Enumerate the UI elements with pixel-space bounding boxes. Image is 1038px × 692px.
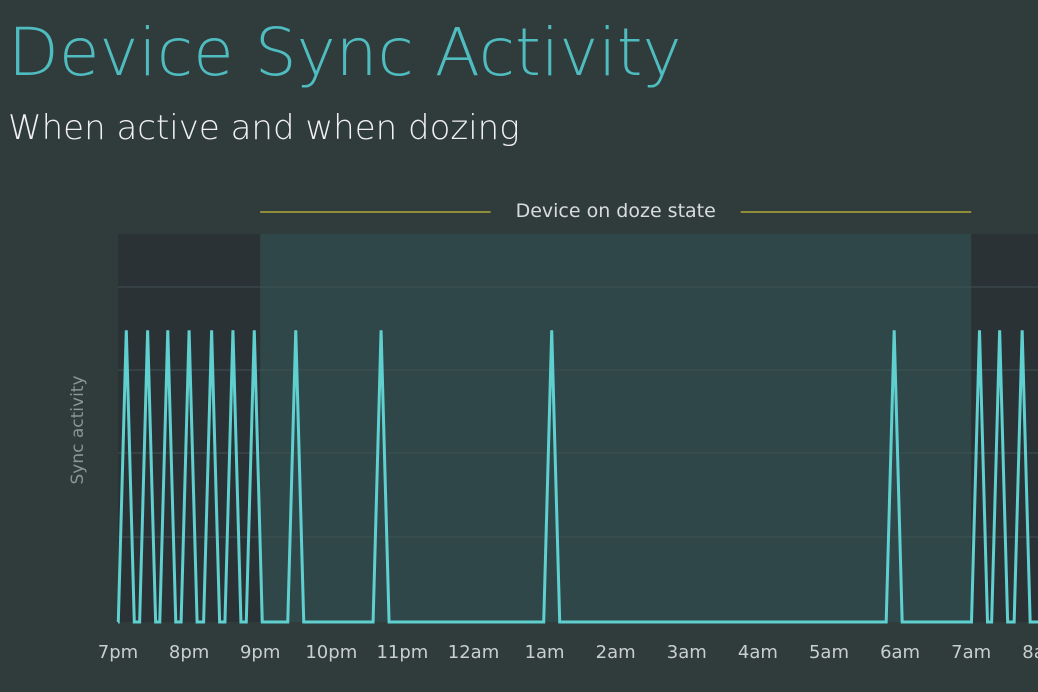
- x-tick-label: 3am: [667, 642, 707, 663]
- x-tick-label: 5am: [809, 642, 849, 663]
- x-tick-label: 10pm: [305, 642, 357, 663]
- chart-title: Device Sync Activity: [8, 14, 682, 91]
- x-tick-label: 7pm: [98, 642, 138, 663]
- x-tick-label: 8pm: [169, 642, 209, 663]
- x-tick-label: 1am: [525, 642, 565, 663]
- x-tick-label: 2am: [596, 642, 636, 663]
- x-tick-label: 11pm: [376, 642, 428, 663]
- doze-region: [260, 234, 972, 622]
- x-tick-label: 9pm: [240, 642, 280, 663]
- y-axis-label: Sync activity: [68, 375, 88, 484]
- chart-subtitle: When active and when dozing: [8, 108, 520, 148]
- x-tick-label: 12am: [448, 642, 499, 663]
- x-tick-label: 4am: [738, 642, 778, 663]
- doze-annotation-label: Device on doze state: [516, 200, 716, 222]
- x-tick-label: 8am: [1022, 642, 1038, 663]
- sync-activity-line: [116, 330, 1038, 624]
- x-tick-label: 7am: [951, 642, 991, 663]
- x-tick-label: 6am: [880, 642, 920, 663]
